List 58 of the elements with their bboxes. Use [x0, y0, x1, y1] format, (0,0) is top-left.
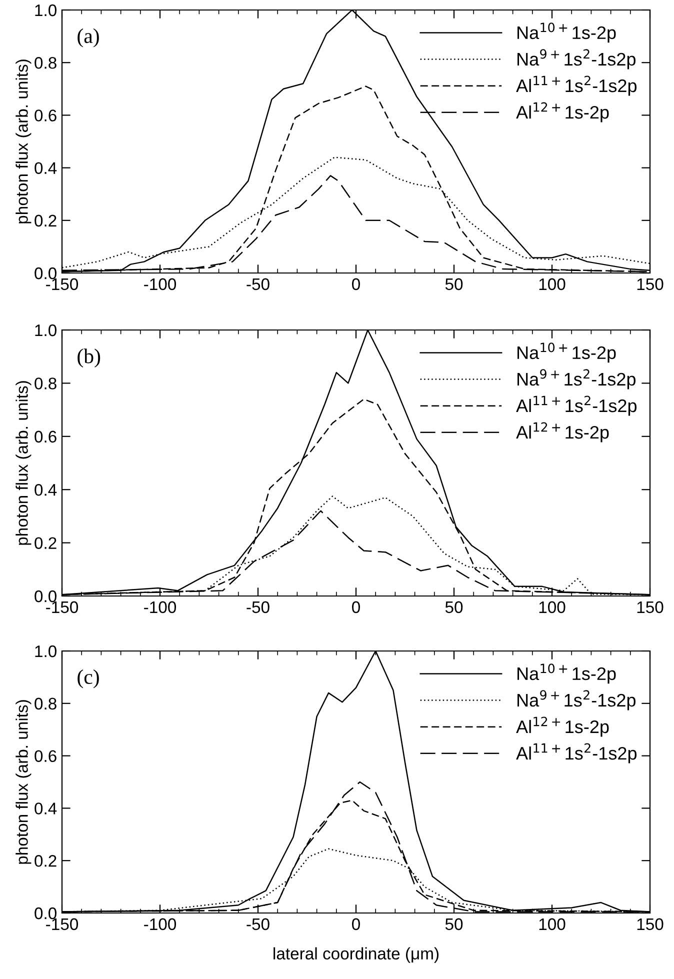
y-tick-label: 0.8 — [34, 57, 56, 69]
y-tick-label: 0.4 — [34, 162, 57, 174]
annotation: (a) — [78, 28, 99, 48]
y-axis-title: photon flux (arb. units) — [16, 381, 32, 545]
x-tick-label: -100 — [144, 278, 176, 290]
x-tick-label: -100 — [144, 601, 176, 614]
legend-label: Na$^{9+}$1s$^{2}$-1s2p — [518, 49, 636, 70]
y-tick-label: 0.4 — [34, 484, 57, 496]
legend-label: Na$^{10+}$1s-2p — [518, 664, 616, 684]
annotation: (b) — [78, 348, 100, 368]
legend-label: Na$^{10+}$1s-2p — [518, 22, 616, 43]
y-tick-label: 0.4 — [34, 802, 57, 814]
y-tick-label: 0.8 — [34, 698, 56, 710]
y-tick-label: 1.0 — [35, 324, 56, 336]
y-tick-label: 0.0 — [34, 907, 56, 920]
x-tick-label: 50 — [445, 601, 463, 614]
y-tick-label: 0.2 — [34, 214, 56, 227]
x-tick-label: 150 — [637, 601, 664, 614]
x-tick-label: -50 — [246, 278, 270, 290]
y-tick-label: 0.6 — [34, 430, 56, 443]
y-tick-label: 0.0 — [34, 267, 56, 280]
legend-label: Al$^{12+}$1s-2p — [516, 422, 609, 442]
y-tick-label: 0.8 — [34, 378, 56, 390]
x-tick-label: -50 — [246, 918, 270, 930]
legend-label: Na$^{9+}$1s$^{2}$-1s2p — [518, 369, 636, 390]
x-tick-label: 100 — [539, 278, 566, 290]
x-tick-label: 100 — [539, 601, 566, 614]
legend-label: Al$^{11+}$1s$^{2}$-1s2p — [516, 396, 637, 416]
y-axis-title: photon flux (arb. units) — [16, 700, 32, 864]
y-tick-label: 0.0 — [34, 590, 56, 602]
x-tick-label: 150 — [637, 918, 664, 930]
x-axis-title: lateral coordinate (μm) — [274, 947, 439, 963]
y-tick-label: 1.0 — [35, 645, 56, 658]
legend-label: Al$^{12+}$1s-2p — [516, 102, 609, 122]
x-tick-label: -150 — [46, 918, 78, 930]
x-tick-label: -50 — [246, 601, 270, 614]
y-tick-label: 0.6 — [34, 110, 56, 122]
y-tick-label: 0.2 — [34, 537, 56, 550]
legend-label: Al$^{12+}$1s-2p — [516, 716, 609, 737]
legend-label: Al$^{11+}$1s$^{2}$-1s2p — [516, 743, 637, 764]
legend-label: Al$^{11+}$1s$^{2}$-1s2p — [516, 76, 637, 96]
x-tick-label: 0 — [352, 918, 360, 930]
legend-label: Na$^{10+}$1s-2p — [518, 342, 616, 363]
y-tick-label: 0.6 — [34, 750, 56, 762]
x-tick-label: -150 — [46, 278, 78, 290]
x-tick-label: 0 — [352, 278, 360, 290]
x-tick-label: 0 — [352, 601, 360, 614]
x-tick-label: -100 — [144, 918, 176, 930]
legend-label: Na$^{9+}$1s$^{2}$-1s2p — [518, 690, 636, 710]
y-tick-label: 0.2 — [34, 855, 56, 867]
x-tick-label: 50 — [445, 278, 463, 290]
y-axis-title: photon flux (arb. units) — [16, 60, 32, 224]
annotation: (c) — [78, 669, 99, 688]
y-tick-label: 1.0 — [35, 4, 56, 16]
x-tick-label: -150 — [46, 601, 78, 614]
x-tick-label: 150 — [637, 278, 664, 290]
x-tick-label: 100 — [539, 918, 566, 930]
x-tick-label: 50 — [445, 918, 463, 930]
